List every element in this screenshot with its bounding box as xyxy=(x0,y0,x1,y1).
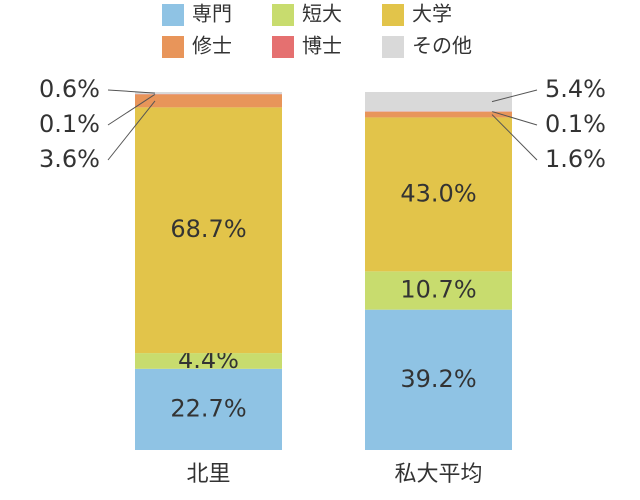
value-label: 43.0% xyxy=(400,179,476,207)
legend-label: 大学 xyxy=(412,2,452,26)
bar-segment xyxy=(135,92,282,95)
value-label: 10.7% xyxy=(400,276,476,304)
value-label: 0.1% xyxy=(39,110,100,138)
bar-segment xyxy=(135,94,282,108)
bar-segment xyxy=(365,92,512,112)
bar-segment xyxy=(365,309,512,450)
leader-line xyxy=(107,89,156,94)
value-label: 0.6% xyxy=(39,75,100,103)
legend-label: 短大 xyxy=(302,2,342,26)
value-label: 68.7% xyxy=(170,215,246,243)
legend-swatch xyxy=(162,4,184,26)
value-label: 39.2% xyxy=(400,365,476,393)
legend-swatch xyxy=(382,36,404,58)
bar-segment xyxy=(365,271,512,310)
bar-segment xyxy=(135,107,282,354)
legend-label: その他 xyxy=(412,34,472,58)
value-label: 0.1% xyxy=(545,110,606,138)
leader-line xyxy=(491,111,538,126)
category-label: 私大平均 xyxy=(394,462,482,487)
legend-swatch xyxy=(162,36,184,58)
leader-line xyxy=(107,100,156,161)
value-label: 5.4% xyxy=(545,75,606,103)
value-label: 3.6% xyxy=(39,145,100,173)
bar-segment xyxy=(135,353,282,369)
legend-label: 修士 xyxy=(192,34,232,58)
bar-segment xyxy=(365,117,512,272)
legend-label: 専門 xyxy=(192,2,232,26)
legend-swatch xyxy=(382,4,404,26)
leader-line xyxy=(491,114,538,161)
leader-line xyxy=(491,89,538,103)
value-label: 22.7% xyxy=(170,394,246,422)
bar-segment xyxy=(365,111,512,118)
bar-segment xyxy=(135,368,282,450)
category-label: 北里 xyxy=(186,462,230,487)
leader-line xyxy=(107,93,156,126)
legend-label: 博士 xyxy=(302,34,342,58)
value-label: 1.6% xyxy=(545,145,606,173)
legend-swatch xyxy=(272,36,294,58)
legend-swatch xyxy=(272,4,294,26)
